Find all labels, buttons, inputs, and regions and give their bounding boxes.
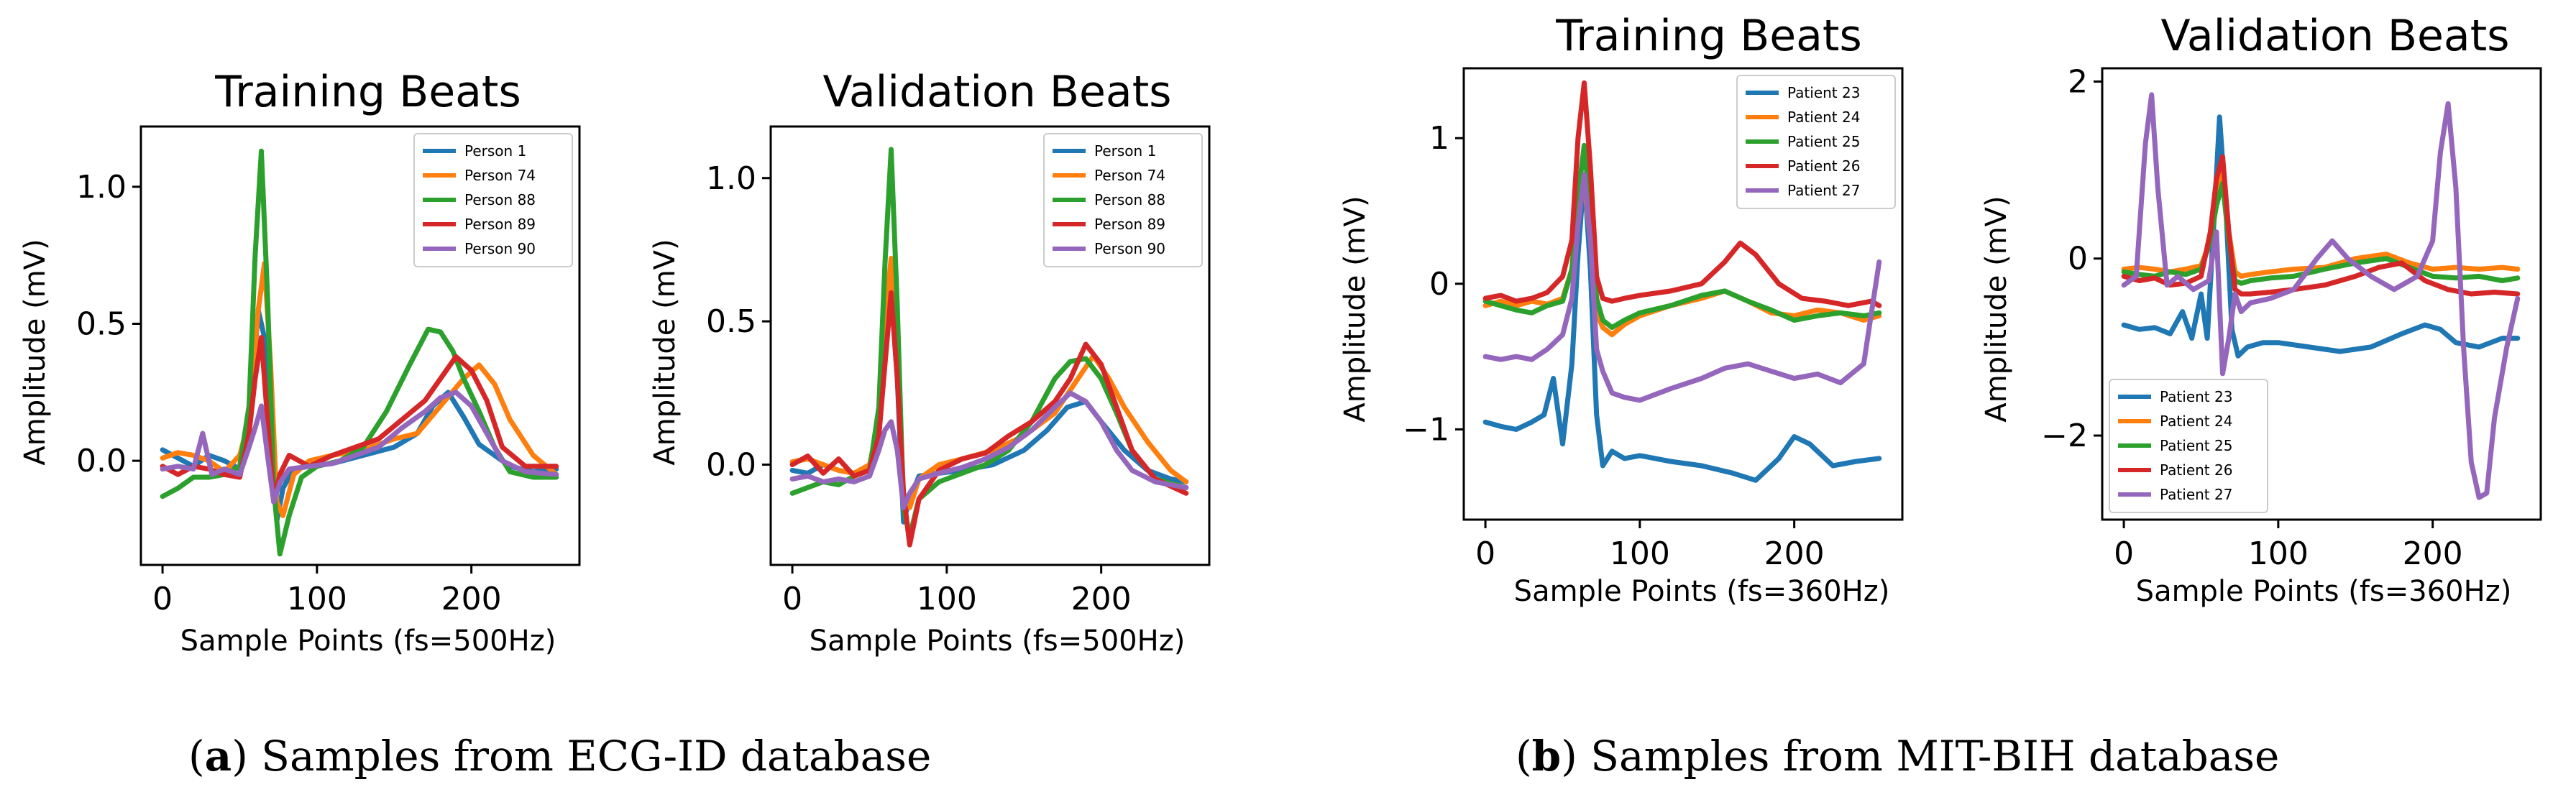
x-tick-label: 100 bbox=[1610, 535, 1670, 572]
y-tick-label: 1.0 bbox=[706, 160, 756, 197]
legend: Person 1 Person 74 Person 88 Person 89 Perso… bbox=[1043, 133, 1203, 267]
legend-box bbox=[413, 133, 573, 267]
legend-box bbox=[2109, 379, 2268, 513]
legend-label: Patient 27 bbox=[2160, 486, 2232, 503]
y-tick-label: 1.0 bbox=[76, 169, 127, 206]
legend-label: Patient 24 bbox=[1787, 109, 1860, 126]
y-tick-label: −1 bbox=[1403, 411, 1449, 448]
legend-label: Patient 26 bbox=[1787, 157, 1860, 175]
chart-ecgid-training: Training Beats Sample Points (fs=500Hz) … bbox=[19, 67, 581, 658]
x-axis-label: Sample Points (fs=360Hz) bbox=[2136, 575, 2512, 608]
legend-label: Patient 25 bbox=[2160, 437, 2232, 454]
y-tick-label: 0 bbox=[1429, 266, 1449, 303]
y-axis-label: Amplitude (mV) bbox=[19, 239, 52, 465]
y-tick-label: 0.5 bbox=[706, 303, 756, 340]
caption-text: ) Samples from ECG-ID database bbox=[232, 732, 932, 781]
series-line-3 bbox=[2121, 180, 2521, 286]
series-line-2 bbox=[160, 261, 559, 518]
caption-b: (b) Samples from MIT-BIH database bbox=[1516, 732, 2279, 781]
legend-label: Patient 27 bbox=[1787, 182, 1860, 199]
chart-mitbih-training: Training Beats Sample Points (fs=360Hz) … bbox=[1339, 11, 1904, 608]
series-line-5 bbox=[160, 390, 559, 505]
caption-a: (a) Samples from ECG-ID database bbox=[188, 732, 931, 781]
legend-label: Person 74 bbox=[464, 167, 536, 184]
series-line-5 bbox=[1482, 172, 1882, 403]
y-tick-label: 0.5 bbox=[76, 306, 127, 343]
series-line-1 bbox=[2121, 114, 2521, 359]
legend-label: Person 74 bbox=[1094, 167, 1165, 184]
caption-open-paren: ( bbox=[1516, 732, 1532, 781]
plot-frame bbox=[139, 125, 581, 566]
plot-frame bbox=[1462, 67, 1904, 521]
legend-label: Patient 24 bbox=[2160, 413, 2232, 430]
caption-text: ) Samples from MIT-BIH database bbox=[1561, 732, 2280, 781]
x-tick-label: 200 bbox=[2403, 535, 2463, 572]
legend-label: Person 1 bbox=[464, 142, 526, 160]
y-tick-label: −2 bbox=[2041, 418, 2088, 454]
y-tick-label: 0.0 bbox=[706, 446, 756, 483]
legend-label: Person 89 bbox=[1094, 216, 1165, 233]
x-tick-label: 0 bbox=[152, 581, 173, 617]
chart-title: Validation Beats bbox=[2161, 11, 2510, 61]
series-line-2 bbox=[2121, 163, 2521, 279]
legend-label: Patient 23 bbox=[2160, 388, 2232, 405]
legend-label: Person 90 bbox=[464, 240, 536, 257]
y-axis-label: Amplitude (mV) bbox=[648, 239, 682, 465]
x-tick-label: 100 bbox=[287, 581, 347, 617]
series-line-4 bbox=[1482, 80, 1882, 308]
x-tick-label: 200 bbox=[1764, 535, 1825, 572]
x-axis-label: Sample Points (fs=360Hz) bbox=[1514, 575, 1890, 608]
legend: Patient 23 Patient 24 Patient 25 Patient 26… bbox=[1736, 75, 1896, 209]
x-axis-label: Sample Points (fs=500Hz) bbox=[180, 625, 556, 658]
series-line-4 bbox=[160, 335, 559, 505]
series-line-1 bbox=[1482, 172, 1882, 483]
x-axis-label: Sample Points (fs=500Hz) bbox=[810, 625, 1186, 658]
series-line-1 bbox=[160, 307, 559, 524]
x-tick-label: 0 bbox=[782, 581, 802, 617]
legend-label: Person 90 bbox=[1094, 240, 1165, 257]
legend: Patient 23 Patient 24 Patient 25 Patient 26… bbox=[2109, 379, 2268, 513]
y-tick-label: 2 bbox=[2068, 63, 2088, 100]
y-axis-label: Amplitude (mV) bbox=[1980, 195, 2013, 422]
legend-label: Person 88 bbox=[1094, 191, 1165, 208]
plot-frame bbox=[769, 125, 1211, 566]
x-tick-label: 200 bbox=[441, 581, 502, 617]
legend-box bbox=[1736, 75, 1896, 209]
legend-label: Person 1 bbox=[1094, 142, 1156, 160]
chart-mitbih-validation: Validation Beats Sample Points (fs=360Hz… bbox=[1980, 11, 2542, 608]
x-tick-label: 100 bbox=[2248, 535, 2309, 572]
legend-label: Person 89 bbox=[464, 216, 536, 233]
x-tick-label: 0 bbox=[2114, 535, 2134, 572]
legend-label: Patient 23 bbox=[1787, 84, 1860, 101]
chart-title: Validation Beats bbox=[823, 67, 1172, 117]
y-tick-label: 0 bbox=[2068, 241, 2088, 277]
y-axis-label: Amplitude (mV) bbox=[1339, 195, 1372, 422]
legend-label: Patient 25 bbox=[1787, 133, 1860, 150]
series-line-3 bbox=[1482, 142, 1882, 331]
series-line-4 bbox=[789, 290, 1189, 548]
x-tick-label: 200 bbox=[1071, 581, 1132, 617]
y-tick-label: 0.0 bbox=[76, 443, 127, 479]
legend-box bbox=[1043, 133, 1203, 267]
legend-label: Person 88 bbox=[464, 191, 536, 208]
series-line-5 bbox=[789, 390, 1189, 510]
x-tick-label: 0 bbox=[1475, 535, 1495, 572]
legend-label: Patient 26 bbox=[2160, 461, 2232, 479]
caption-letter: b bbox=[1531, 732, 1562, 781]
y-tick-label: 1 bbox=[1429, 120, 1449, 157]
chart-title: Training Beats bbox=[214, 67, 521, 117]
caption-letter: a bbox=[204, 732, 232, 781]
chart-title: Training Beats bbox=[1555, 11, 1861, 61]
chart-ecgid-validation: Validation Beats Sample Points (fs=500Hz… bbox=[648, 67, 1211, 658]
plot-frame bbox=[2101, 67, 2542, 521]
legend: Person 1 Person 74 Person 88 Person 89 Perso… bbox=[413, 133, 573, 267]
caption-open-paren: ( bbox=[188, 732, 205, 781]
series-line-5 bbox=[2121, 92, 2521, 500]
x-tick-label: 100 bbox=[917, 581, 977, 617]
